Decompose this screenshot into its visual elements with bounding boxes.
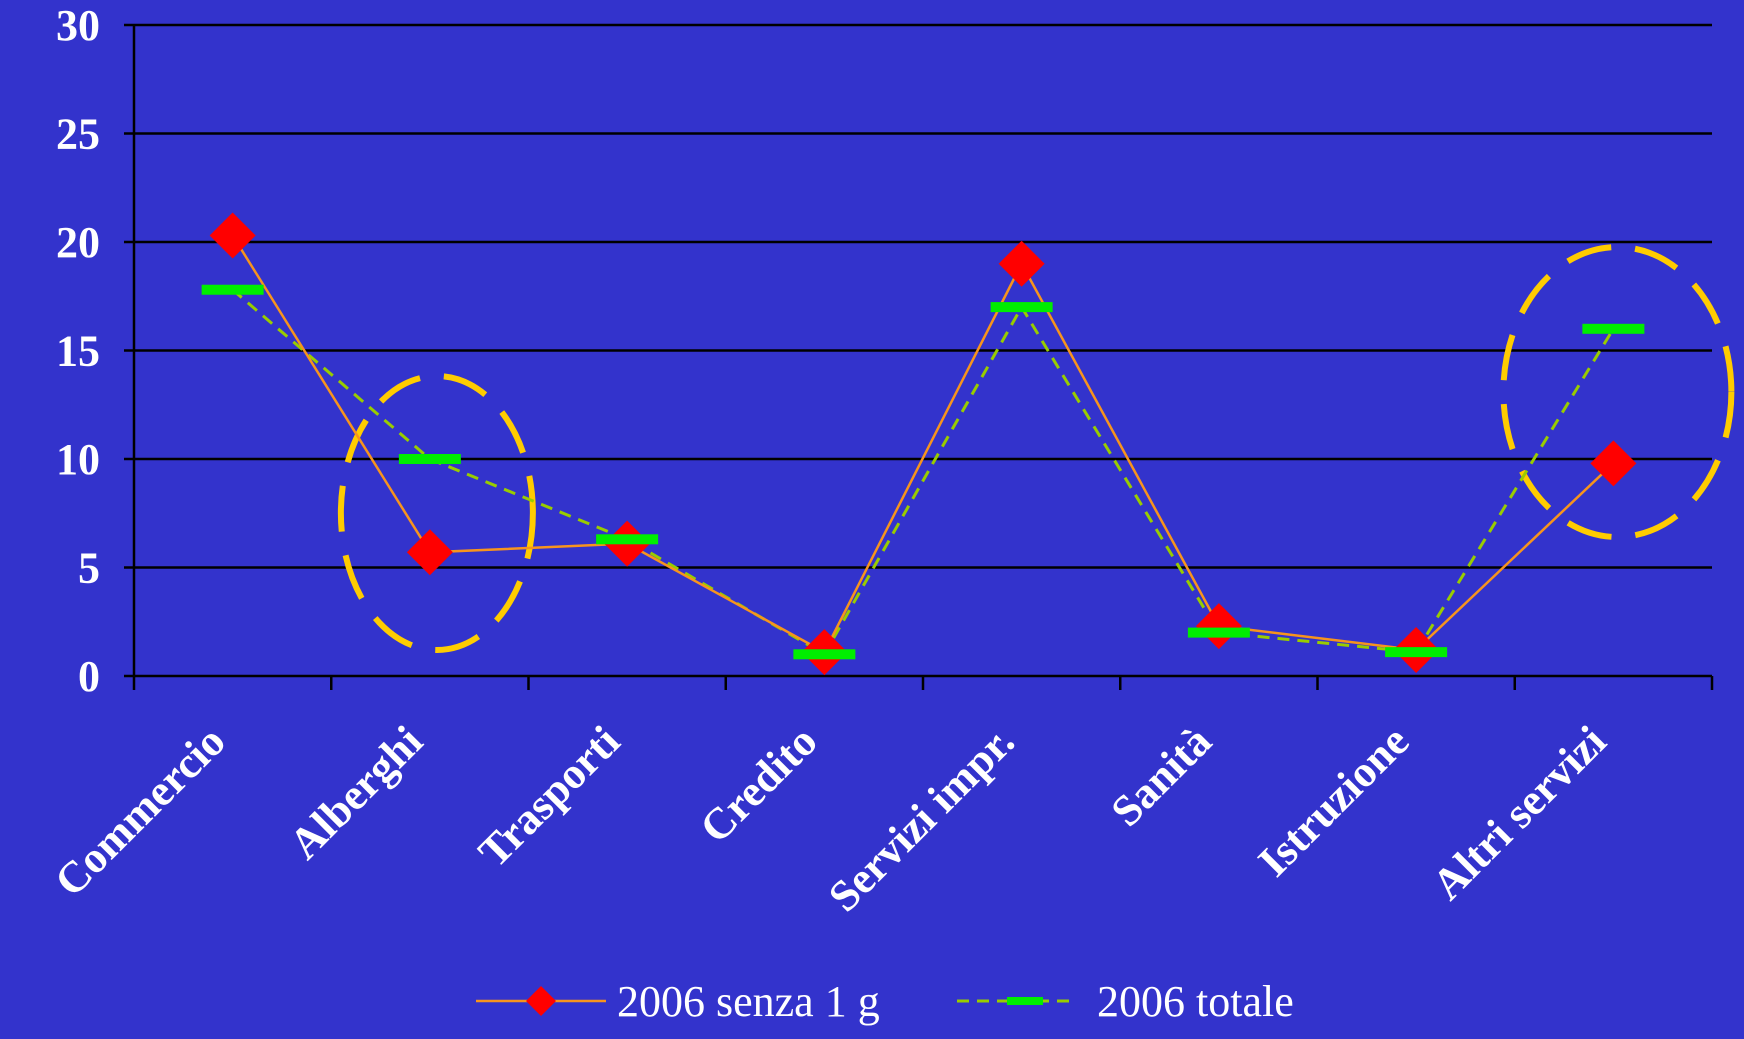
y-tick-label: 20 <box>56 218 100 267</box>
data-point-2006-totale <box>990 302 1053 313</box>
highlight-ellipse <box>337 373 536 653</box>
y-tick-label: 25 <box>56 110 100 159</box>
x-tick-label: Istruzione <box>1249 716 1418 885</box>
data-point-2006-senza-1-g <box>209 212 256 259</box>
legend-marker-2006-totale <box>1007 997 1043 1005</box>
data-point-2006-totale <box>596 534 659 545</box>
legend-label-2006-senza-1-g: 2006 senza 1 g <box>617 977 880 1026</box>
x-tick-label: Credito <box>690 716 826 852</box>
data-point-2006-totale <box>201 284 264 295</box>
legend-label-2006-totale: 2006 totale <box>1097 977 1294 1026</box>
y-tick-label: 5 <box>78 544 100 593</box>
x-tick-label: Altri servizi <box>1423 716 1616 909</box>
series-line-2006-totale <box>231 288 1615 657</box>
x-tick-label: Sanità <box>1102 716 1221 835</box>
data-point-2006-totale <box>1582 323 1645 334</box>
y-tick-label: 15 <box>56 327 100 376</box>
x-tick-label: Commercio <box>45 716 235 906</box>
highlight-ellipse <box>1500 244 1735 540</box>
data-point-2006-totale <box>793 649 856 660</box>
y-tick-label: 10 <box>56 435 100 484</box>
x-tick-label: Trasporti <box>469 716 629 876</box>
data-point-2006-totale <box>1187 627 1250 638</box>
y-tick-label: 0 <box>78 652 100 701</box>
x-tick-label: Alberghi <box>280 716 432 868</box>
series-line-2006-senza-1-g <box>231 234 1615 654</box>
data-point-2006-senza-1-g <box>1195 603 1242 650</box>
x-tick-label: Servizi impr. <box>819 716 1024 921</box>
data-point-2006-totale <box>398 454 461 464</box>
data-point-2006-senza-1-g <box>998 240 1045 287</box>
y-tick-label: 30 <box>56 1 100 50</box>
data-point-2006-totale <box>1385 647 1448 658</box>
data-point-2006-senza-1-g <box>406 529 453 576</box>
legend-marker-2006-senza-1-g <box>526 986 556 1016</box>
data-point-2006-senza-1-g <box>1590 440 1637 487</box>
